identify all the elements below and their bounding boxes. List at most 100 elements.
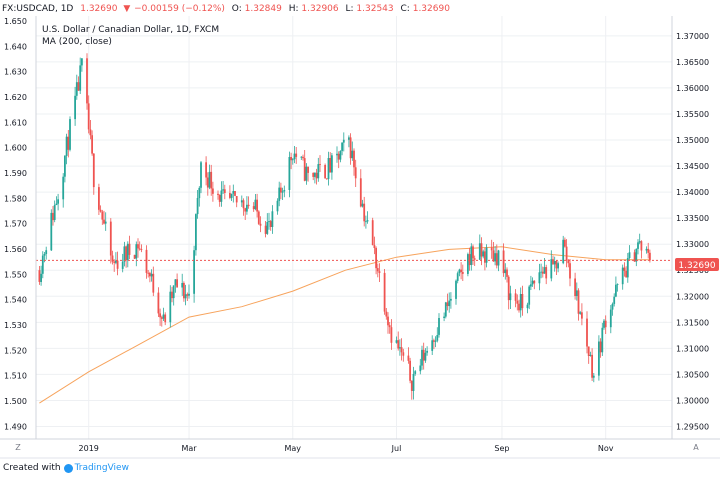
candle-body xyxy=(229,193,231,198)
open-value: 1.32849 xyxy=(245,4,282,14)
candle-body xyxy=(609,309,612,328)
candle-body xyxy=(603,320,605,328)
right-tick-label: 1.29500 xyxy=(676,422,709,431)
candle-body xyxy=(640,241,643,251)
candle-body xyxy=(545,267,548,279)
candle-body xyxy=(361,203,364,207)
candle-body xyxy=(257,211,260,224)
candle-body xyxy=(518,303,520,311)
candle-body xyxy=(409,360,411,381)
right-tick-label: 1.31500 xyxy=(676,318,709,327)
candle-body xyxy=(79,65,82,91)
candlestick-series[interactable] xyxy=(38,53,651,400)
time-axis[interactable]: 2019 Mar May Jul Sep Nov xyxy=(79,444,614,453)
candle-body xyxy=(550,259,553,279)
candle-body xyxy=(101,211,104,220)
candle-body xyxy=(303,158,306,181)
candle-body xyxy=(373,245,376,248)
candle-body xyxy=(104,221,107,224)
candle-body xyxy=(53,205,56,220)
candle-body xyxy=(633,252,636,262)
candle-body xyxy=(283,190,286,192)
ma-200-line xyxy=(39,246,650,404)
candle-body xyxy=(92,153,95,188)
x-tick-label: Nov xyxy=(598,444,614,453)
low-label: L: xyxy=(346,4,354,14)
left-price-axis[interactable]: 1.490 1.500 1.510 1.520 1.530 1.540 1.550 1.560… xyxy=(4,17,27,431)
candle-body xyxy=(43,254,46,256)
chart-title: U.S. Dollar / Canadian Dollar, 1D, FXCM xyxy=(42,25,219,35)
x-tick-label: May xyxy=(285,444,302,453)
candle-body xyxy=(256,199,258,212)
candle-body xyxy=(495,253,498,266)
candle-body xyxy=(354,167,357,179)
left-tick-label: 1.630 xyxy=(4,68,27,77)
left-tick-label: 1.570 xyxy=(4,220,27,229)
right-corner-label[interactable]: A xyxy=(693,443,699,452)
right-tick-label: 1.32000 xyxy=(676,292,709,301)
left-tick-label: 1.580 xyxy=(4,194,27,203)
candle-body xyxy=(480,243,483,257)
right-axis-background xyxy=(672,0,720,477)
candle-body xyxy=(530,284,532,287)
candle-body xyxy=(623,267,626,271)
right-tick-label: 1.31000 xyxy=(676,344,709,353)
candle-body xyxy=(86,58,88,104)
tradingview-icon xyxy=(63,463,73,473)
candle-body xyxy=(422,349,425,361)
candle-body xyxy=(103,219,105,224)
candle-body xyxy=(186,294,189,296)
ohlc-header: FX:USDCAD, 1D 1.32690 ▼ −0.00159 (−0.12%… xyxy=(2,4,450,14)
candle-body xyxy=(543,267,546,274)
candle-body xyxy=(244,208,247,212)
candle-body xyxy=(208,171,211,188)
right-tick-label: 1.33500 xyxy=(676,214,709,223)
candle-body xyxy=(645,248,648,251)
grid xyxy=(36,16,672,439)
candle-body xyxy=(497,250,500,266)
candle-body xyxy=(312,172,315,177)
candle-body xyxy=(574,278,576,296)
candle-body xyxy=(615,284,617,297)
right-price-axis[interactable]: 1.29500 1.30000 1.30500 1.31000 1.31500 1.320… xyxy=(676,32,709,432)
candle-body xyxy=(395,340,398,343)
candle-body xyxy=(317,164,320,179)
right-tick-label: 1.35500 xyxy=(676,110,709,119)
candle-body xyxy=(138,248,141,250)
candle-body xyxy=(625,270,627,278)
candle-body xyxy=(424,352,427,361)
right-tick-label: 1.33000 xyxy=(676,240,709,249)
candle-body xyxy=(552,259,554,265)
candle-body xyxy=(195,214,197,251)
candle-body xyxy=(220,190,223,202)
candle-body xyxy=(89,129,92,136)
candle-body xyxy=(351,150,354,159)
candle-body xyxy=(259,223,262,226)
candle-body xyxy=(121,261,124,269)
candle-body xyxy=(359,178,362,207)
tradingview-logo[interactable]: TradingView xyxy=(63,463,129,473)
candle-body xyxy=(426,350,428,353)
footer: Created with TradingView xyxy=(3,463,129,473)
candle-body xyxy=(246,204,248,212)
candle-body xyxy=(598,341,600,376)
candle-body xyxy=(579,312,582,314)
candle-body xyxy=(468,254,471,266)
candle-body xyxy=(295,153,298,157)
candle-body xyxy=(184,294,187,299)
left-corner-label[interactable]: Z xyxy=(15,443,21,452)
candle-body xyxy=(162,314,165,319)
candle-body xyxy=(150,273,153,277)
right-tick-label: 1.30000 xyxy=(676,396,709,405)
left-tick-label: 1.650 xyxy=(4,17,27,26)
candle-body xyxy=(492,250,495,262)
candle-body xyxy=(502,250,505,274)
candle-body xyxy=(436,335,439,341)
candle-body xyxy=(514,293,517,301)
candle-body xyxy=(376,268,379,272)
candle-body xyxy=(75,82,78,96)
left-tick-label: 1.640 xyxy=(4,42,27,51)
candle-body xyxy=(57,199,59,204)
candle-body xyxy=(172,285,175,299)
